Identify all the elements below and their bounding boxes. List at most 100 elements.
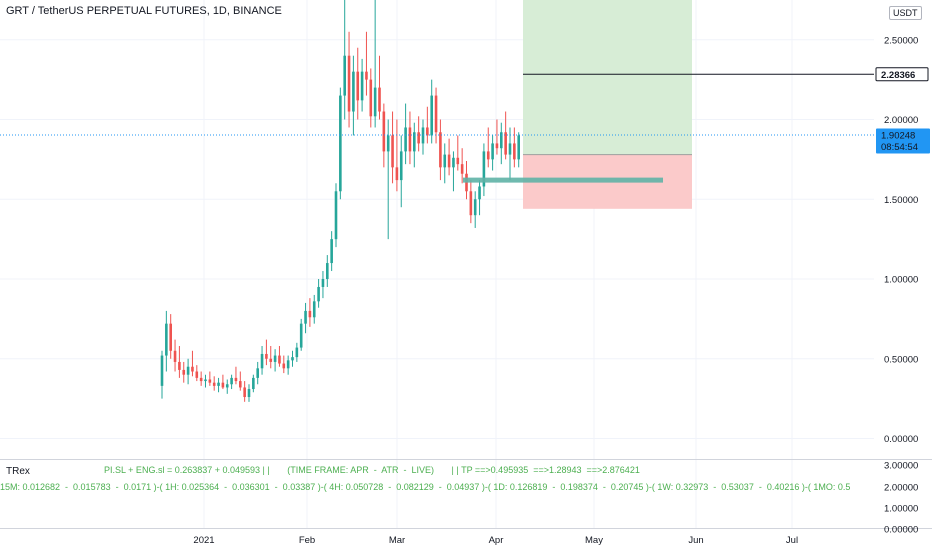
indicator-tick-label: 2.00000: [884, 483, 918, 494]
indicator-tick-label: 0.00000: [884, 525, 918, 536]
candle-body: [225, 384, 229, 388]
candle-body: [399, 151, 403, 181]
candle-body: [195, 371, 199, 378]
candle-body: [365, 71, 368, 80]
candle-body: [278, 355, 281, 364]
price-tick-label: 2.50000: [884, 35, 918, 46]
candle-body: [304, 310, 307, 324]
price-axis[interactable]: 5.000004.500004.000003.500003.000002.500…: [884, 0, 918, 445]
candle-body: [343, 55, 346, 96]
time-tick-label: Apr: [489, 535, 504, 546]
candle-body: [500, 132, 503, 149]
time-axis[interactable]: 2021 Feb Mar Apr May Jun Jul: [193, 535, 798, 546]
time-tick-label: Jun: [688, 535, 703, 546]
candle-body: [447, 154, 451, 168]
candle-body: [460, 164, 464, 174]
support-bar: [463, 177, 663, 183]
indicator-line-2: 15M: 0.012682 - 0.015783 - 0.0171 )-( 1H…: [0, 482, 851, 492]
candle-body: [308, 310, 312, 318]
candles: [160, 0, 520, 402]
candle-body: [334, 191, 338, 240]
candle-body: [404, 127, 407, 152]
candle-body: [243, 387, 246, 398]
candle-body: [173, 350, 177, 362]
candle-body: [517, 135, 520, 160]
time-tick-label: 2021: [193, 535, 214, 546]
last-price-label-bg: [876, 128, 930, 154]
candle-body: [295, 347, 299, 358]
candle-body: [212, 382, 216, 386]
price-tick-label: 1.00000: [884, 275, 918, 286]
price-tick-label: 2.00000: [884, 115, 918, 126]
currency-button[interactable]: USDT: [889, 6, 922, 20]
candle-body: [382, 111, 386, 152]
candle-body: [478, 186, 481, 200]
candle-body: [199, 377, 203, 382]
level-lines: [0, 73, 874, 183]
candle-body: [439, 132, 442, 168]
candle-body: [312, 301, 316, 318]
candle-body: [260, 353, 264, 369]
candle-body: [508, 143, 512, 155]
candle-body: [491, 143, 494, 160]
candle-body: [482, 151, 486, 187]
candle-body: [282, 363, 286, 369]
time-tick-label: Feb: [299, 535, 315, 546]
price-tick-label: 1.50000: [884, 195, 918, 206]
candle-body: [373, 87, 377, 117]
candle-body: [217, 382, 220, 386]
price-label-tp1: 2.28366: [881, 70, 915, 81]
candle-body: [347, 55, 351, 112]
candle-body: [417, 132, 420, 144]
time-tick-label: Mar: [389, 535, 405, 546]
candle-body: [469, 191, 473, 216]
time-tick-label: May: [585, 535, 603, 546]
candle-body: [408, 127, 412, 152]
candle-body: [504, 132, 507, 155]
candle-body: [395, 167, 399, 181]
candle-body: [160, 355, 164, 386]
profit-zone: [523, 0, 692, 155]
candle-body: [269, 358, 273, 362]
candle-body: [291, 357, 294, 361]
candle-body: [386, 135, 390, 152]
position-zones: [523, 0, 692, 209]
price-tick-label: 0.50000: [884, 354, 918, 365]
candle-body: [495, 143, 499, 149]
indicator-price-axis[interactable]: 3.00000 2.00000 1.00000 0.00000: [884, 461, 918, 536]
candle-body: [321, 279, 325, 287]
candle-body: [434, 95, 438, 133]
candle-body: [486, 151, 490, 160]
indicator-tick-label: 1.00000: [884, 504, 918, 515]
candle-body: [256, 368, 259, 378]
candle-body: [191, 366, 194, 372]
candle-body: [165, 323, 168, 356]
candle-body: [265, 353, 268, 359]
symbol-title[interactable]: GRT / TetherUS PERPETUAL FUTURES, 1D, BI…: [6, 5, 282, 17]
candle-body: [234, 377, 238, 382]
candle-body: [378, 87, 381, 112]
candle-body: [273, 355, 277, 362]
candle-body: [169, 323, 172, 351]
indicator-tick-label: 3.00000: [884, 461, 918, 472]
candle-body: [221, 382, 225, 388]
last-price-label: 1.90248: [881, 131, 915, 142]
candle-body: [178, 361, 181, 370]
candle-body: [452, 157, 455, 168]
candle-body: [252, 377, 255, 390]
time-tick-label: Jul: [786, 535, 798, 546]
price-tick-label: 0.00000: [884, 434, 918, 445]
indicator-name[interactable]: TRex: [6, 466, 30, 477]
candle-body: [413, 132, 416, 152]
candle-body: [182, 369, 186, 375]
candle-body: [473, 199, 477, 216]
candle-body: [326, 263, 329, 279]
candle-body: [330, 239, 333, 264]
candle-body: [239, 381, 242, 388]
candle-body: [230, 377, 233, 385]
candle-body: [208, 379, 212, 383]
candle-body: [360, 71, 364, 101]
candle-body: [352, 71, 355, 112]
